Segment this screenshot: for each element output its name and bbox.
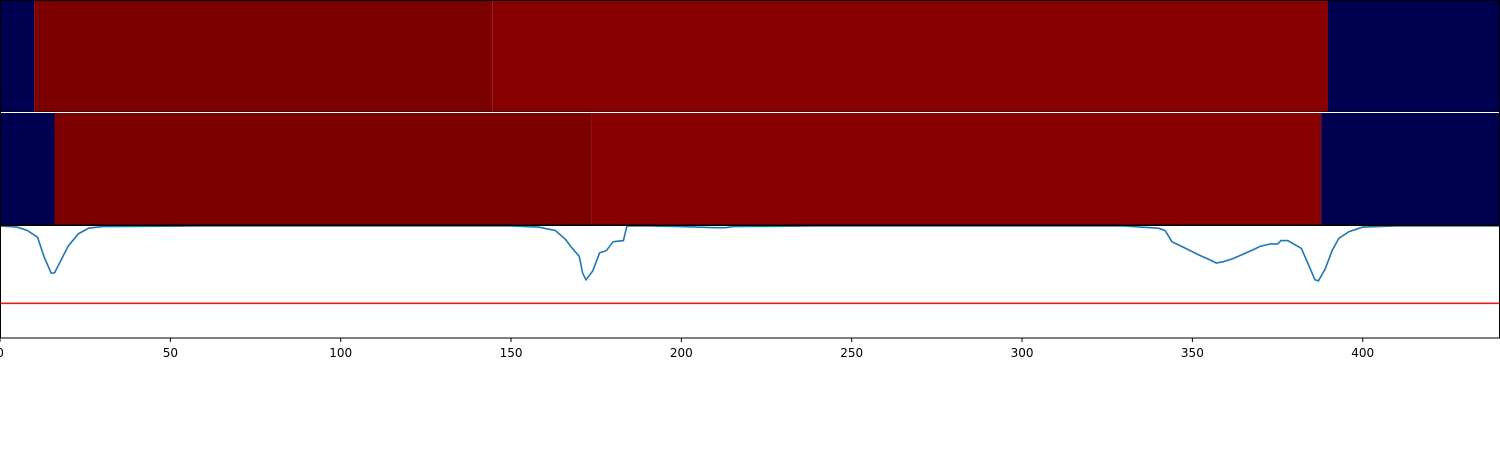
x-tick-label: 200: [670, 346, 693, 360]
signal-line: [0, 225, 1499, 282]
x-tick-label: 0: [0, 346, 4, 360]
heatmap-row-1-segment-2: [34, 1, 493, 112]
line-panel: [0, 225, 1499, 338]
heatmap-row-1-segment-1: [0, 1, 35, 112]
x-axis: 0 50 100 150 200 250 300 350 400: [0, 338, 1374, 360]
heatmap-rows: [0, 1, 1499, 225]
heatmap-row-2-segment-2: [54, 113, 592, 225]
heatmap-row-2-segment-4: [1321, 113, 1499, 225]
heatmap-row-2: [0, 113, 1499, 225]
heatmap-row-1-segment-3: [492, 1, 1328, 112]
x-tick-label: 250: [840, 346, 863, 360]
x-tick-label: 50: [163, 346, 178, 360]
x-tick-label: 150: [500, 346, 523, 360]
heatmap-row-1: [0, 1, 1499, 112]
heatmap-row-2-segment-1: [0, 113, 55, 225]
x-tick-label: 350: [1181, 346, 1204, 360]
x-tick-label: 300: [1011, 346, 1034, 360]
heatmap-row-2-segment-3: [591, 113, 1322, 225]
line-panel-background: [0, 226, 1499, 338]
heatmap-row-1-segment-4: [1327, 1, 1499, 112]
x-tick-label: 100: [329, 346, 352, 360]
x-tick-label: 400: [1351, 346, 1374, 360]
